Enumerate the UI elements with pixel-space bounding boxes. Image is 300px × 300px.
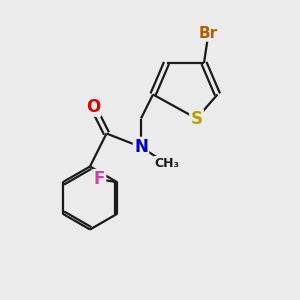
Text: N: N: [134, 138, 148, 156]
Text: Br: Br: [199, 26, 218, 40]
Text: O: O: [86, 98, 100, 116]
Text: F: F: [94, 170, 105, 188]
Text: S: S: [190, 110, 202, 128]
Text: CH₃: CH₃: [154, 157, 179, 170]
